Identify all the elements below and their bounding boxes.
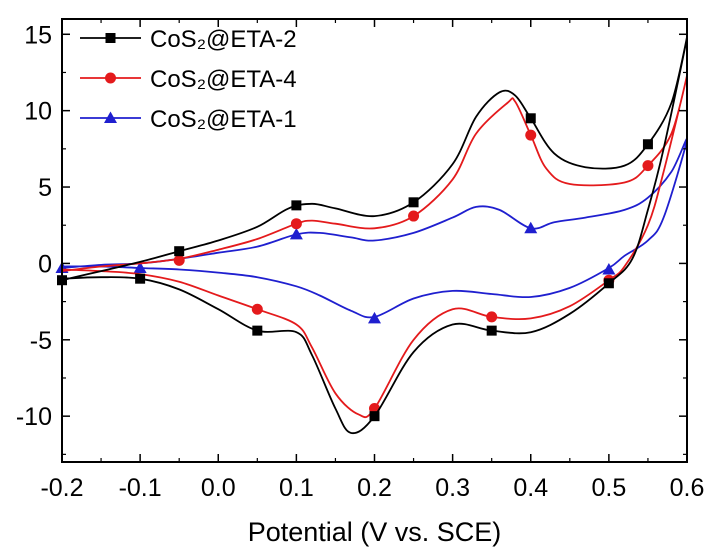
series-2-point-2 [251,303,263,315]
x-tick-label: 0.3 [435,474,470,502]
x-tick-label: 0.5 [591,474,626,502]
legend-label-3: CoS₂@ETA-1 [150,106,297,133]
legend-marker-1 [105,33,116,43]
series-1-point-6 [369,411,380,422]
y-tick-label: 15 [24,21,52,49]
x-tick-label: 0.4 [513,474,548,502]
series-2-point-6 [486,311,498,323]
series-3-point-6 [602,263,616,275]
y-tick-label: -10 [16,403,52,431]
legend: CoS₂@ETA-2 CoS₂@ETA-4 CoS₂@ETA-1 [80,26,297,133]
series-1-point-7 [408,197,419,208]
series-2-point-9 [642,160,654,172]
series-2-line [62,74,687,419]
legend-label-1: CoS₂@ETA-2 [150,26,297,53]
x-tick-label: -0.2 [40,474,83,502]
series-1-point-3 [174,246,185,257]
x-tick-label: 0.1 [279,474,314,502]
series-3-point-4 [368,311,381,324]
y-tick-label: 5 [38,174,52,202]
series-3-point-2 [133,261,147,273]
series-1 [57,35,687,435]
series-3-line [62,137,687,319]
y-tick-label: 0 [38,250,52,278]
series-2-point-7 [525,129,537,141]
y-tick-label: -5 [30,327,52,355]
x-axis-title: Potential (V vs. SCE) [248,517,502,547]
series-2-point-3 [290,218,302,230]
series-3 [55,137,687,324]
y-tick-label: 10 [24,98,52,126]
x-tick-label: -0.1 [119,474,162,502]
legend-label-2: CoS₂@ETA-4 [150,66,297,93]
ticks-layer: -0.2 -0.1 0.0 0.1 0.2 0.3 0.4 0.5 0.6 -10 -5 0 5 10 15 [16,19,705,502]
series-1-point-5 [291,200,302,211]
x-tick-label: 0.2 [357,474,392,502]
series-2-point-1 [173,254,185,266]
legend-marker-3 [104,111,117,123]
series-3-point-5 [524,221,538,234]
x-tick-label: 0.6 [670,474,705,502]
series-1-point-9 [525,113,536,124]
series-2-point-5 [408,210,420,222]
series-3-point-3 [289,227,303,240]
series-1-point-10 [603,278,614,289]
series-1-point-2 [135,273,146,284]
series-1-point-11 [642,139,653,150]
x-tick-label: 0.0 [201,474,236,502]
series-layer [55,35,687,435]
legend-marker-2 [105,72,116,84]
series-1-point-8 [486,325,497,336]
series-1-point-4 [252,325,263,336]
series-1-line [62,35,687,435]
